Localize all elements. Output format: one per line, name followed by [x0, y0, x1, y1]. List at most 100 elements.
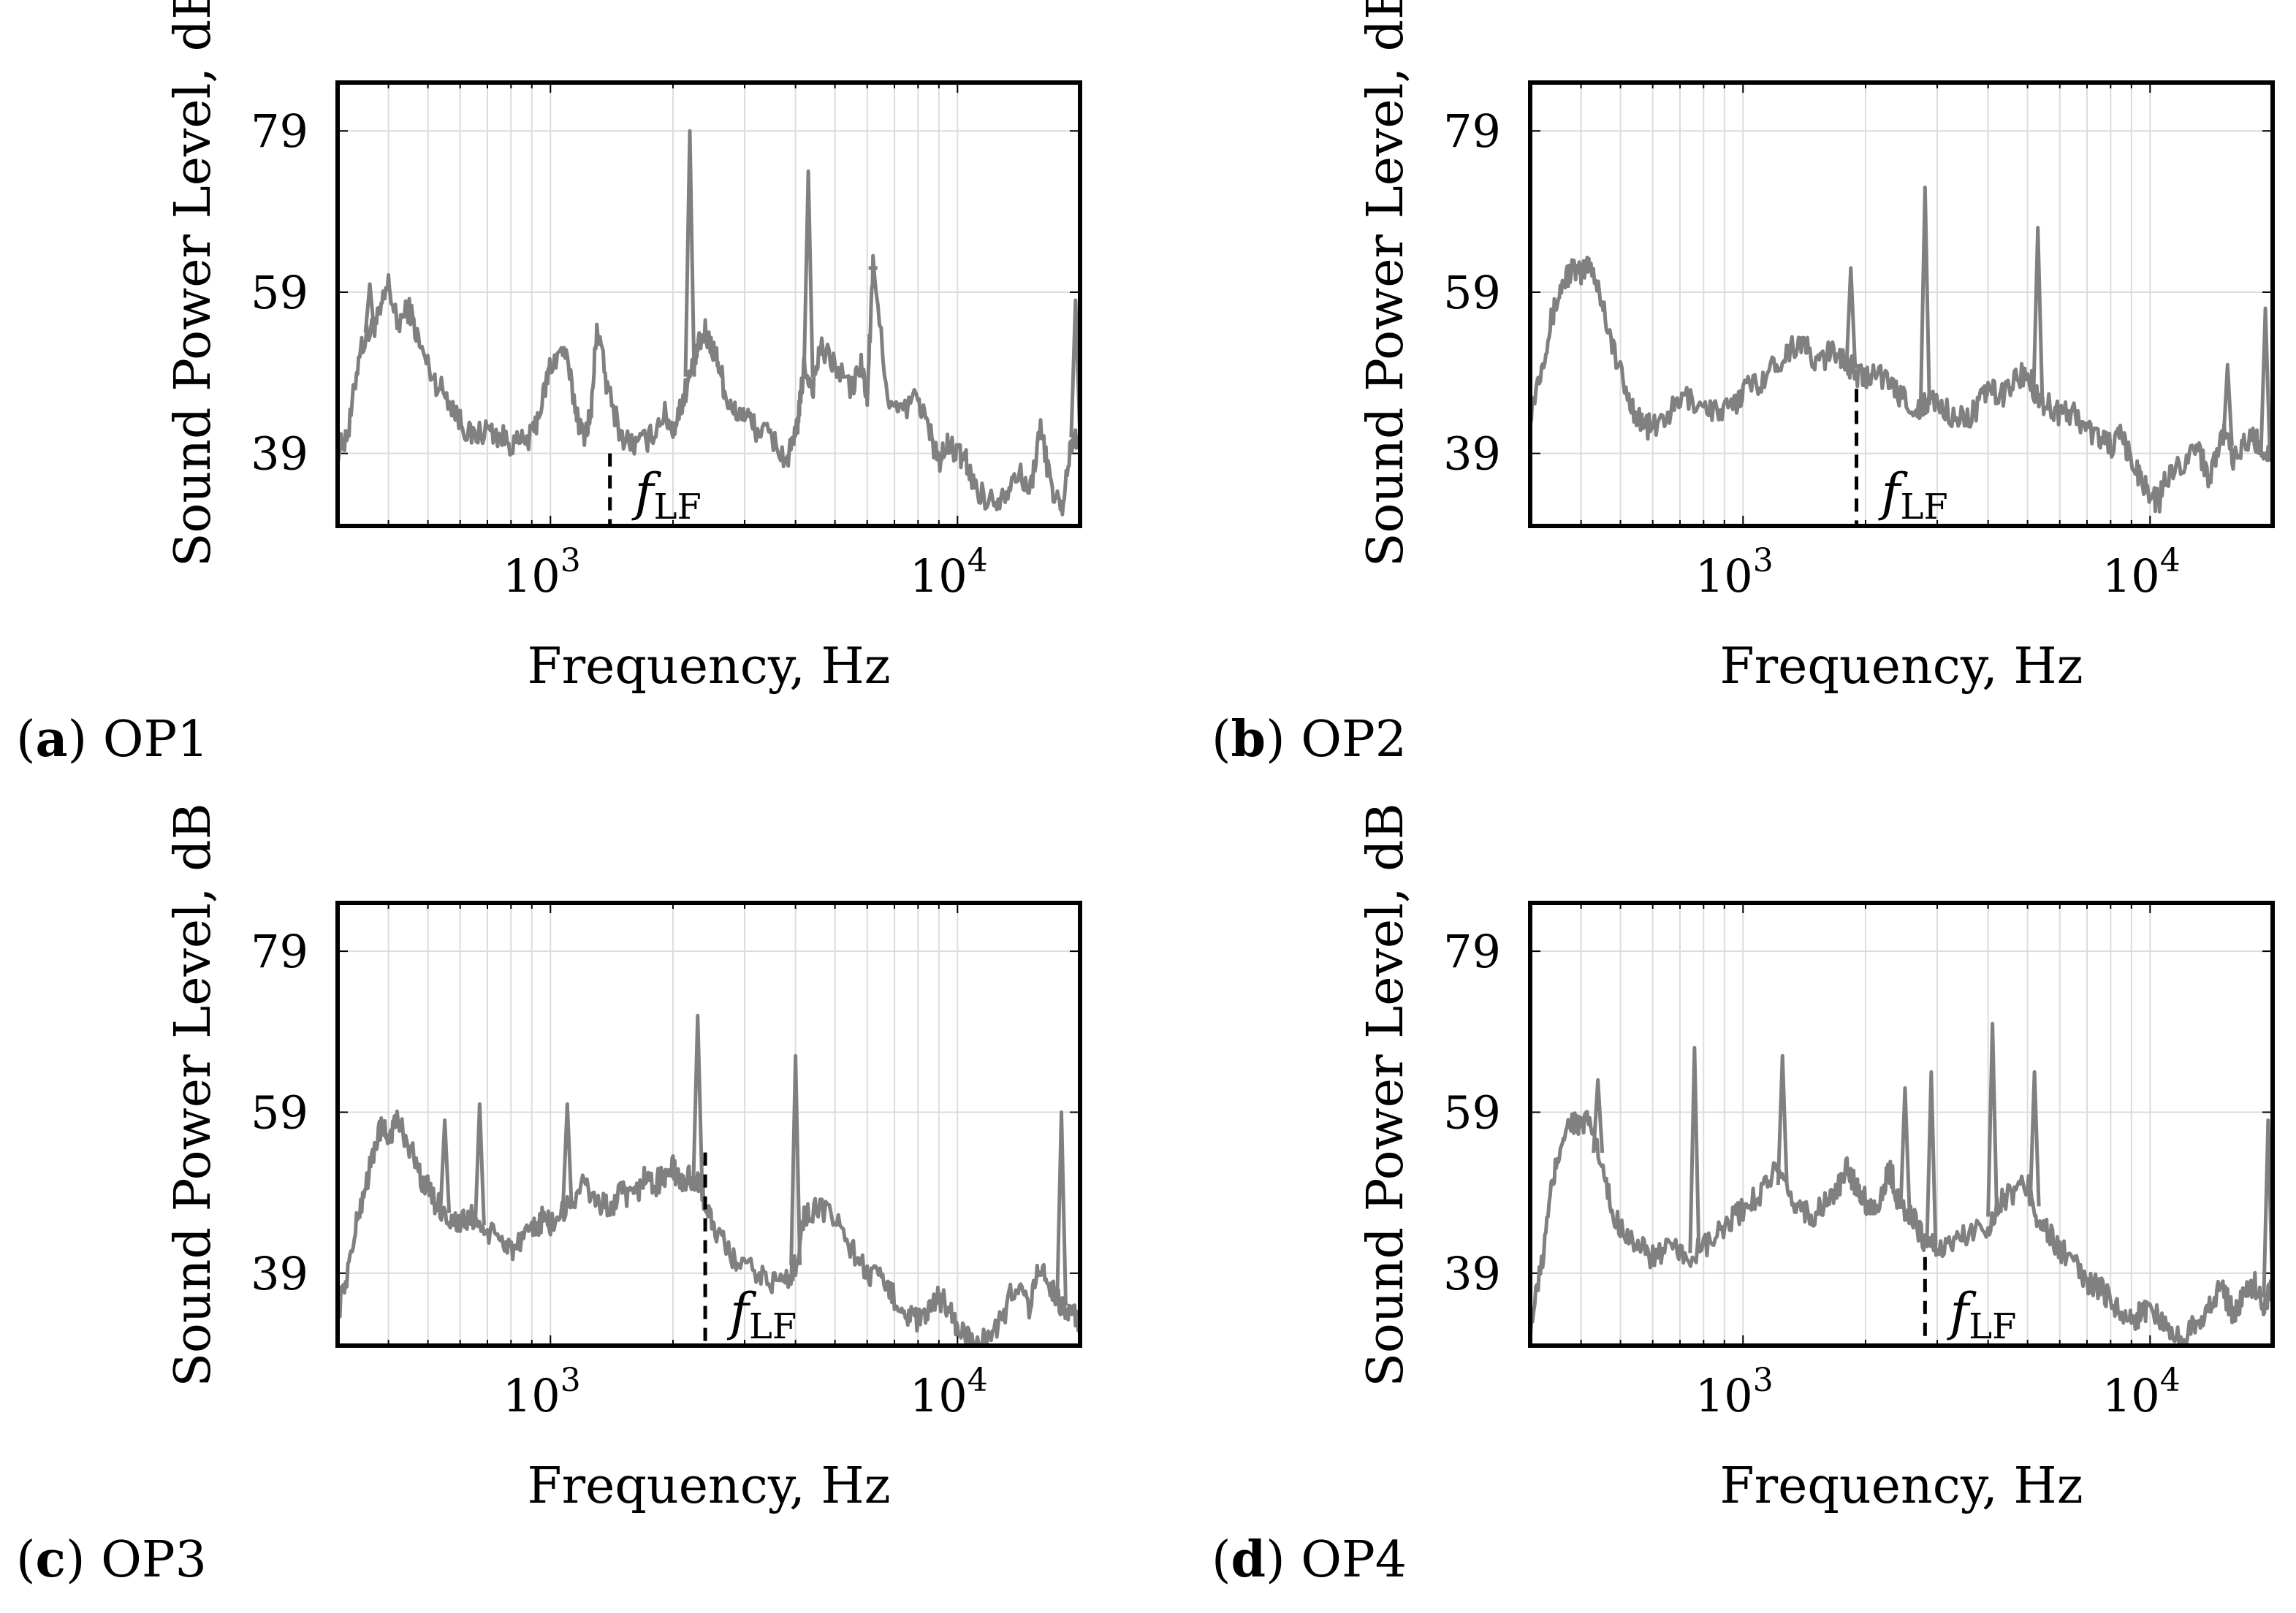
y-tick-label: 59 [251, 266, 308, 319]
spectral-peak [1688, 1045, 1701, 1254]
y-tick-label: 39 [1443, 1247, 1501, 1300]
spectral-peak [1776, 1053, 1789, 1186]
data-layer [338, 129, 1080, 516]
caption-close: ) [1266, 1531, 1301, 1589]
x-tick-base: 10 [1695, 1369, 1753, 1422]
caption-letter: c [36, 1530, 66, 1589]
flf-marker-label: fLF [726, 1282, 797, 1347]
series-line [338, 1109, 1080, 1346]
caption-text: OP1 [103, 711, 209, 769]
data-layer [1530, 185, 2273, 514]
x-axis-label: Frequency, Hz [527, 1457, 890, 1515]
x-tick-label: 103 [1695, 542, 1774, 603]
flf-marker-label: fLF [631, 462, 702, 527]
x-grid [337, 903, 1081, 1346]
spectral-peak [691, 1013, 704, 1185]
spectral-peak [1986, 1021, 1999, 1217]
spectral-peak [438, 1118, 452, 1213]
plot-frame [1528, 901, 2275, 1348]
x-tick-exponent: 3 [1753, 542, 1774, 579]
x-tick-base: 10 [2102, 1369, 2160, 1422]
panel-caption: (a) OP1 [16, 710, 209, 769]
series-line [338, 253, 1080, 516]
x-tick-label: 103 [1695, 1362, 1774, 1422]
x-tick-label: 103 [503, 1362, 581, 1422]
x-tick-base: 10 [910, 1369, 968, 1422]
caption-letter: d [1231, 1530, 1266, 1589]
flf-subscript: LF [749, 1306, 797, 1347]
spectral-peak [1898, 1086, 1912, 1210]
spectral-peak [1844, 266, 1858, 368]
x-grid [1529, 903, 2273, 1346]
x-tick-exponent: 3 [560, 1362, 581, 1399]
y-tick-label: 79 [251, 104, 308, 158]
x-tick-exponent: 4 [968, 542, 988, 579]
data-layer [338, 1013, 1080, 1346]
x-tick-label: 104 [910, 542, 988, 603]
spectral-peak [2259, 306, 2272, 452]
y-grid [1530, 130, 2273, 454]
y-axis-label: Sound Power Level, dB [1357, 803, 1415, 1387]
spectral-peak [560, 1102, 574, 1209]
plot-frame [1528, 80, 2275, 528]
caption-open: ( [1212, 711, 1231, 769]
y-tick-label: 79 [1443, 104, 1501, 158]
panel-caption: (c) OP3 [16, 1530, 207, 1589]
flf-marker-label: fLF [1946, 1282, 2016, 1347]
y-tick-label: 79 [251, 925, 308, 978]
panel-caption: (b) OP2 [1212, 710, 1407, 769]
spectral-peak [1592, 1078, 1605, 1153]
x-grid [337, 83, 1081, 526]
y-axis-label: Sound Power Level, dB [1357, 0, 1415, 567]
spectral-peak [683, 129, 696, 377]
caption-close: ) [68, 711, 103, 769]
x-grid [1529, 83, 2273, 526]
caption-close: ) [66, 1531, 101, 1589]
x-tick-exponent: 4 [2160, 542, 2181, 579]
spectral-peak [473, 1102, 486, 1226]
series-line [1530, 256, 2273, 514]
y-axis-label: Sound Power Level, dB [164, 803, 222, 1387]
spectral-peak [1925, 1069, 1938, 1246]
spectral-peak [1918, 185, 1931, 405]
y-tick-label: 79 [1443, 925, 1501, 978]
spectral-peak [1055, 1110, 1068, 1305]
flf-subscript: LF [1900, 487, 1947, 527]
caption-open: ( [16, 1531, 36, 1589]
spectral-peak [363, 282, 376, 333]
y-axis-label: Sound Power Level, dB [164, 0, 222, 567]
flf-subscript: LF [654, 487, 702, 527]
x-tick-label: 103 [503, 542, 581, 603]
y-tick-label: 59 [1443, 266, 1501, 319]
flf-subscript: LF [1969, 1306, 2016, 1347]
y-grid [338, 950, 1080, 1274]
caption-letter: a [36, 710, 68, 769]
spectral-peak [802, 169, 815, 378]
y-tick-label: 59 [251, 1086, 308, 1139]
x-tick-label: 104 [910, 1362, 988, 1422]
caption-text: OP3 [101, 1531, 207, 1589]
caption-open: ( [1212, 1531, 1231, 1589]
x-tick-base: 10 [503, 549, 560, 603]
x-tick-base: 10 [910, 549, 968, 603]
series-line [1530, 1110, 2273, 1346]
y-tick-label: 39 [1443, 427, 1501, 481]
x-tick-base: 10 [2102, 549, 2160, 603]
y-tick-label: 39 [251, 1247, 308, 1300]
caption-letter: b [1231, 710, 1266, 769]
caption-open: ( [16, 711, 36, 769]
x-axis-label: Frequency, Hz [1719, 1457, 2083, 1515]
spectral-peak [2031, 226, 2045, 397]
x-axis-label: Frequency, Hz [1719, 638, 2083, 695]
panel-caption: (d) OP4 [1212, 1530, 1407, 1589]
x-tick-exponent: 4 [968, 1362, 988, 1399]
y-tick-label: 39 [251, 427, 308, 481]
caption-close: ) [1266, 711, 1301, 769]
x-tick-base: 10 [503, 1369, 560, 1422]
